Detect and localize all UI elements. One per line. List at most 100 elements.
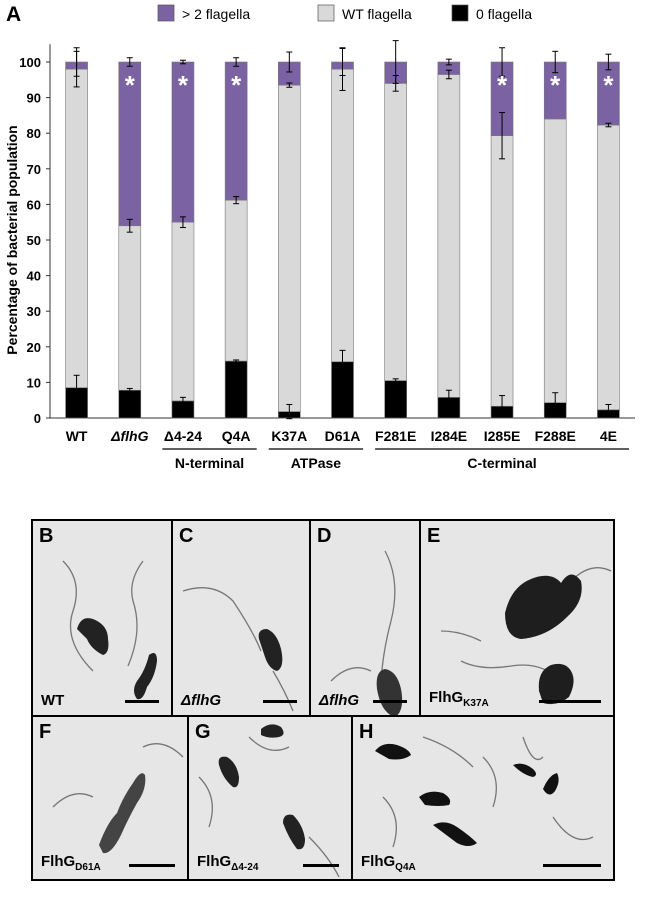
strain-caption: FlhGQ4A [361,853,416,873]
bar-segment [543,118,567,403]
strain-name: FlhG [361,853,396,870]
micrograph-panel-h: H FlhGQ4A [351,715,615,881]
strain-subscript: D61A [75,862,101,873]
x-tick-label: K37A [271,428,307,444]
bar-segment [278,84,301,412]
x-tick-label: D61A [325,428,361,444]
strain-caption: FlhGΔ4-24 [197,853,258,873]
micrograph-panel-f: F FlhGD61A [31,715,189,881]
bar-segment [65,68,88,389]
x-tick-label: I284E [431,428,468,444]
significance-marker: * [497,70,508,100]
y-tick-label: 70 [27,162,41,177]
y-tick-label: 100 [19,55,41,70]
micrograph-panel-g: G FlhGΔ4-24 [187,715,353,881]
group-label: N-terminal [175,455,244,470]
scale-bar [373,700,407,703]
bacteria-image [52,743,184,854]
scale-bar [263,700,297,703]
bacteria-image [62,560,157,700]
bacteria-image [440,567,612,705]
scale-bar [539,700,601,703]
scale-bar [125,700,159,703]
bar-segment [384,83,407,381]
panel-letter: E [427,525,441,547]
x-tick-label: 4E [600,428,617,444]
strain-name: ΔflhG [319,692,360,709]
scale-bar [303,864,339,867]
bacteria-image [182,587,294,712]
panel-letter: C [179,525,194,547]
panel-letter: A [6,3,21,26]
strain-caption: ΔflhG [319,692,359,709]
y-tick-label: 30 [27,304,41,319]
bar-segment [118,389,142,419]
significance-marker: * [550,70,561,100]
bar-segment [224,360,248,419]
y-tick-label: 80 [27,126,41,141]
group-label: C-terminal [467,455,536,470]
micrograph-panel-c: C ΔflhG [171,519,311,717]
bar-segment [331,68,354,363]
bacteria-image [198,724,340,878]
y-tick-label: 50 [27,233,41,248]
strain-caption: FlhGD61A [41,853,101,873]
panel-letter: D [317,525,332,547]
y-tick-label: 0 [34,411,41,426]
scale-bar [129,864,175,867]
y-tick-label: 10 [27,375,41,390]
micrograph-panel-d: D ΔflhG [309,519,421,717]
bar-segment [490,135,514,407]
micrograph-panel-b: B WT [31,519,173,717]
legend-label: > 2 flagella [182,6,250,22]
bacteria-image [375,736,594,848]
strain-name: FlhG [41,853,76,870]
bar-segment [597,124,620,411]
y-tick-label: 40 [27,269,41,284]
x-tick-label: ΔflhG [110,428,149,444]
bar-segment [384,380,407,419]
legend-swatch [317,4,335,22]
y-tick-label: 90 [27,91,41,106]
bar-segment [437,74,461,398]
y-tick-label: 20 [27,340,41,355]
x-tick-label: Δ4-24 [164,428,202,444]
x-tick-label: F288E [535,428,576,444]
panel-letter: G [195,721,211,743]
stacked-bar-chart: A > 2 flagella WT flagella 0 flagella 0 10 20 3… [4,3,635,470]
strain-name: FlhG [429,689,464,706]
significance-marker: * [178,70,189,100]
bar-segment [118,225,142,391]
strain-subscript: Q4A [395,862,416,873]
legend-swatch [157,4,175,22]
micrograph-panel-e: E FlhGK37A [419,519,615,717]
x-tick-label: Q4A [222,428,251,444]
strain-subscript: K37A [463,698,489,709]
strain-name: FlhG [197,853,232,870]
y-axis-title: Percentage of bacterial population [4,125,20,355]
panel-letter: H [359,721,374,743]
bar-segment [224,199,248,362]
bar-segment [171,221,195,402]
strain-name: ΔflhG [181,692,222,709]
group-label: ATPase [291,455,342,470]
significance-marker: * [125,70,136,100]
legend-label: 0 flagella [476,6,532,22]
significance-marker: * [603,70,614,100]
strain-caption: ΔflhG [181,692,221,709]
panel-letter: B [39,525,54,547]
strain-name: WT [41,692,65,709]
y-tick-label: 60 [27,197,41,212]
x-tick-label: WT [66,428,88,444]
strain-caption: WT [41,692,64,709]
legend-label: WT flagella [342,6,412,22]
strain-subscript: Δ4-24 [231,862,259,873]
significance-marker: * [231,70,242,100]
scale-bar [543,864,601,867]
strain-caption: FlhGK37A [429,689,489,709]
x-tick-label: I285E [484,428,521,444]
panel-letter: F [39,721,52,743]
legend-swatch [451,4,469,22]
x-tick-label: F281E [375,428,416,444]
bacteria-image [330,550,403,715]
